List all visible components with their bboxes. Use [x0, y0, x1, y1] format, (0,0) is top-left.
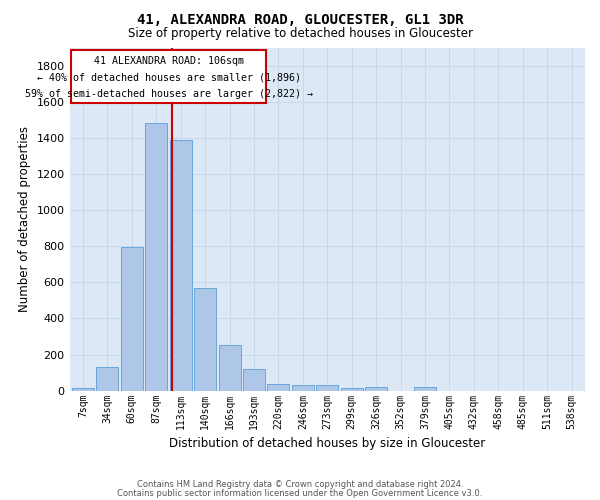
FancyBboxPatch shape	[71, 50, 266, 102]
Bar	[194, 288, 216, 391]
Text: Contains HM Land Registry data © Crown copyright and database right 2024.: Contains HM Land Registry data © Crown c…	[137, 480, 463, 489]
Bar	[414, 387, 436, 390]
Text: ← 40% of detached houses are smaller (1,896): ← 40% of detached houses are smaller (1,…	[37, 72, 301, 82]
Y-axis label: Number of detached properties: Number of detached properties	[18, 126, 31, 312]
Bar	[170, 140, 191, 390]
Bar	[268, 384, 289, 390]
Bar	[292, 385, 314, 390]
X-axis label: Distribution of detached houses by size in Gloucester: Distribution of detached houses by size …	[169, 437, 485, 450]
Bar	[121, 247, 143, 390]
Bar	[243, 369, 265, 390]
Text: 41, ALEXANDRA ROAD, GLOUCESTER, GL1 3DR: 41, ALEXANDRA ROAD, GLOUCESTER, GL1 3DR	[137, 12, 463, 26]
Bar	[72, 388, 94, 390]
Bar	[145, 124, 167, 390]
Text: Size of property relative to detached houses in Gloucester: Size of property relative to detached ho…	[128, 28, 473, 40]
Bar	[316, 385, 338, 390]
Bar	[218, 346, 241, 391]
Text: 41 ALEXANDRA ROAD: 106sqm: 41 ALEXANDRA ROAD: 106sqm	[94, 56, 244, 66]
Bar	[97, 367, 118, 390]
Bar	[341, 388, 362, 390]
Bar	[365, 387, 387, 390]
Text: 59% of semi-detached houses are larger (2,822) →: 59% of semi-detached houses are larger (…	[25, 88, 313, 99]
Text: Contains public sector information licensed under the Open Government Licence v3: Contains public sector information licen…	[118, 488, 482, 498]
